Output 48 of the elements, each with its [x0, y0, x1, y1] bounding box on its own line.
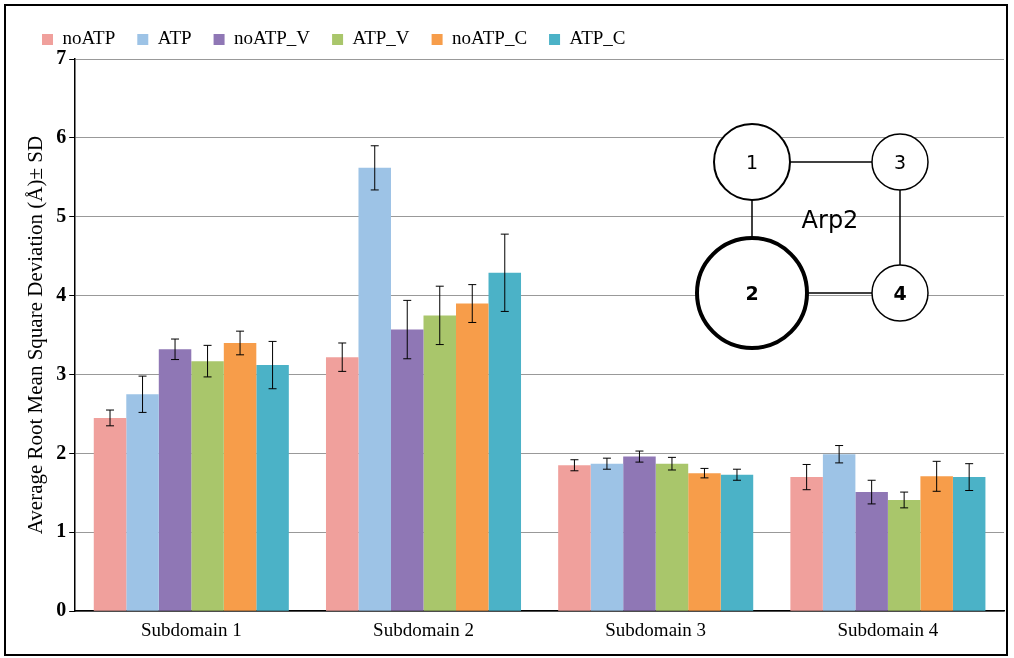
bar	[790, 477, 823, 611]
y-tick-label: 3	[56, 361, 67, 384]
y-tick-label: 2	[56, 440, 67, 463]
bar	[456, 303, 489, 611]
legend-label: ATP_V	[352, 27, 410, 49]
bar	[223, 342, 257, 611]
bar	[855, 492, 888, 611]
bar	[256, 365, 289, 611]
bar	[822, 454, 856, 611]
legend-label: noATP	[62, 27, 116, 49]
bar	[191, 361, 224, 611]
annotation: 2	[745, 282, 759, 304]
legend-label: noATP_V	[234, 27, 311, 49]
bar	[325, 357, 359, 611]
x-tick-label: Subdomain 4	[837, 618, 939, 640]
annotation: 4	[893, 282, 907, 304]
bar	[126, 394, 159, 611]
legend-label: ATP	[157, 27, 192, 49]
bar	[558, 465, 591, 611]
annotation: 3	[893, 151, 907, 173]
bar	[590, 463, 624, 611]
bar	[158, 349, 192, 611]
y-tick-label: 4	[56, 282, 67, 305]
bar	[390, 329, 424, 611]
y-tick-label: 1	[56, 519, 67, 542]
bar	[952, 477, 986, 611]
bar	[623, 456, 656, 611]
bar	[688, 473, 721, 611]
x-tick-label: Subdomain 3	[605, 618, 707, 640]
bar	[887, 499, 921, 611]
bar	[93, 417, 127, 611]
bar	[423, 315, 457, 611]
bar	[720, 474, 754, 611]
bar	[920, 476, 953, 611]
y-tick-label: 6	[56, 125, 67, 148]
bar	[358, 167, 391, 611]
legend-label: noATP_C	[452, 27, 528, 49]
bar	[488, 272, 522, 611]
legend-label: ATP_C	[569, 27, 626, 49]
annotation: Arp2	[801, 206, 859, 234]
y-tick-label: 0	[56, 598, 67, 621]
x-tick-label: Subdomain 1	[140, 618, 242, 640]
x-tick-label: Subdomain 2	[373, 618, 474, 640]
y-tick-label: 7	[56, 46, 67, 69]
annotation: 1	[745, 151, 759, 173]
y-tick-label: 5	[56, 203, 67, 226]
bar	[655, 463, 689, 611]
y-axis-title: Average Root Mean Square Deviation (Å)± SD	[23, 135, 48, 535]
